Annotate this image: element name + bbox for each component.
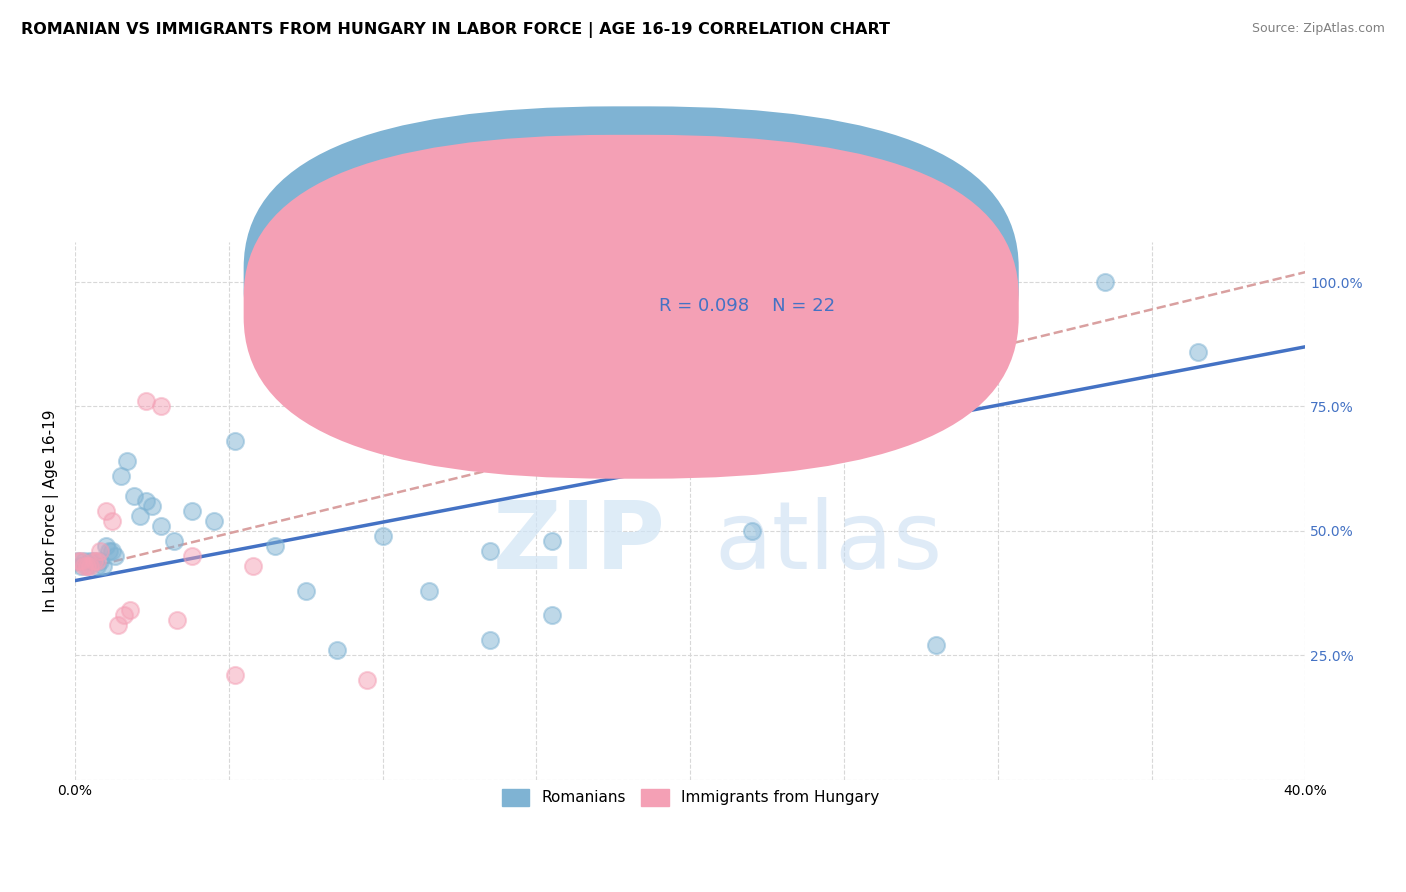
Point	[540, 608, 562, 623]
Point	[925, 638, 948, 652]
Point	[86, 554, 108, 568]
Point	[479, 543, 502, 558]
Point	[76, 558, 98, 573]
Legend: Romanians, Immigrants from Hungary: Romanians, Immigrants from Hungary	[495, 782, 886, 813]
Point	[94, 504, 117, 518]
FancyBboxPatch shape	[243, 106, 1019, 450]
Point	[540, 533, 562, 548]
Point	[479, 633, 502, 648]
Point	[202, 514, 225, 528]
Point	[141, 499, 163, 513]
Point	[89, 554, 111, 568]
Point	[73, 554, 96, 568]
Point	[122, 489, 145, 503]
Point	[356, 673, 378, 687]
Point	[73, 558, 96, 573]
Text: ROMANIAN VS IMMIGRANTS FROM HUNGARY IN LABOR FORCE | AGE 16-19 CORRELATION CHART: ROMANIAN VS IMMIGRANTS FROM HUNGARY IN L…	[21, 22, 890, 38]
Point	[67, 554, 90, 568]
Point	[150, 400, 173, 414]
Point	[91, 558, 114, 573]
Point	[135, 394, 157, 409]
Point	[371, 529, 394, 543]
Point	[110, 469, 132, 483]
Point	[294, 290, 316, 304]
Point	[83, 554, 105, 568]
Point	[181, 549, 204, 563]
Point	[224, 668, 246, 682]
Point	[1187, 344, 1209, 359]
Point	[112, 608, 135, 623]
Point	[128, 508, 150, 523]
Point	[181, 504, 204, 518]
Point	[117, 454, 139, 468]
Point	[602, 359, 624, 374]
Text: Source: ZipAtlas.com: Source: ZipAtlas.com	[1251, 22, 1385, 36]
Point	[741, 524, 763, 538]
Point	[135, 494, 157, 508]
Point	[257, 290, 280, 304]
Point	[224, 434, 246, 449]
Point	[104, 549, 127, 563]
Y-axis label: In Labor Force | Age 16-19: In Labor Force | Age 16-19	[44, 409, 59, 612]
Point	[86, 558, 108, 573]
Point	[83, 554, 105, 568]
Point	[101, 514, 124, 528]
Point	[264, 539, 287, 553]
Point	[1094, 275, 1116, 289]
Point	[79, 554, 101, 568]
Point	[150, 519, 173, 533]
Point	[70, 558, 93, 573]
Point	[70, 554, 93, 568]
Point	[94, 539, 117, 553]
Text: ZIP: ZIP	[492, 497, 665, 590]
FancyBboxPatch shape	[243, 135, 1019, 479]
Text: atlas: atlas	[714, 497, 943, 590]
Point	[89, 543, 111, 558]
Point	[741, 449, 763, 463]
Point	[162, 533, 184, 548]
Point	[107, 618, 129, 632]
Text: R = 0.098    N = 22: R = 0.098 N = 22	[659, 297, 835, 315]
Point	[325, 643, 347, 657]
FancyBboxPatch shape	[598, 256, 900, 331]
Point	[97, 543, 120, 558]
Point	[67, 554, 90, 568]
Point	[76, 558, 98, 573]
Point	[418, 583, 440, 598]
Point	[120, 603, 142, 617]
Point	[79, 558, 101, 573]
Point	[101, 543, 124, 558]
Point	[294, 583, 316, 598]
Point	[166, 614, 188, 628]
Text: R = 0.344    N = 39: R = 0.344 N = 39	[659, 267, 837, 285]
Point	[242, 558, 264, 573]
